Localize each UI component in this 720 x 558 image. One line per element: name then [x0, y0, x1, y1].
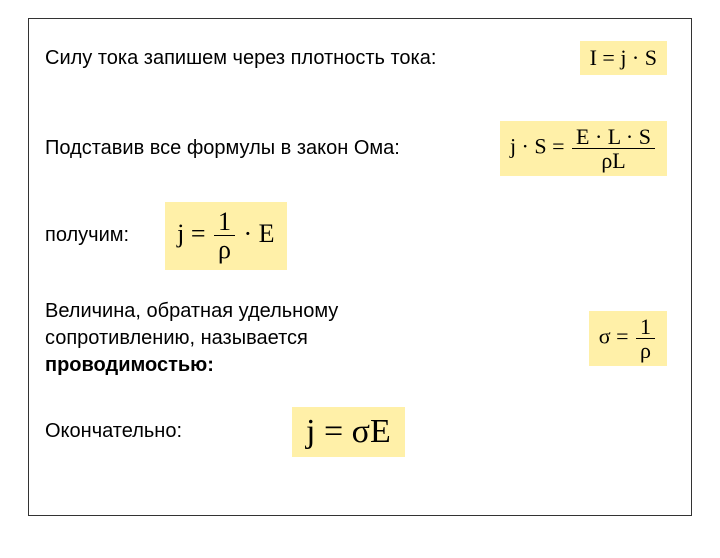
f3-tail: · E: [244, 219, 275, 248]
f5-lhs: j: [306, 413, 315, 450]
f1-rhs: j · S: [620, 45, 657, 70]
equals-sign: =: [616, 323, 634, 348]
f4-numerator: 1: [636, 315, 655, 339]
row-4: Величина, обратная удельному сопротивлен…: [45, 298, 675, 379]
formula-4: σ = 1 ρ: [589, 311, 667, 366]
f3-denominator: ρ: [214, 236, 235, 263]
text-line-1: Силу тока запишем через плотность тока:: [45, 45, 436, 72]
equals-sign: =: [324, 413, 352, 450]
f3-lhs: j: [177, 219, 184, 248]
row-1: Силу тока запишем через плотность тока: …: [45, 37, 675, 79]
formula-2: j · S = E · L · S ρL: [500, 121, 667, 176]
f4-denominator: ρ: [636, 339, 655, 362]
f2-denominator: ρL: [572, 149, 655, 172]
f2-lhs: j · S: [510, 134, 547, 159]
f1-lhs: I: [590, 45, 597, 70]
f3-fraction: 1 ρ: [214, 208, 235, 264]
f2-fraction: E · L · S ρL: [572, 125, 655, 172]
f2-numerator: E · L · S: [572, 125, 655, 149]
equals-sign: =: [552, 134, 570, 159]
content-frame: Силу тока запишем через плотность тока: …: [28, 18, 692, 516]
f3-numerator: 1: [214, 208, 235, 236]
row-2: Подставив все формулы в закон Ома: j · S…: [45, 121, 675, 176]
f4-fraction: 1 ρ: [636, 315, 655, 362]
text-line-4c: проводимостью:: [45, 354, 214, 376]
equals-sign: =: [191, 219, 212, 248]
text-line-3: получим:: [45, 222, 129, 249]
formula-5: j = σE: [292, 407, 405, 457]
equals-sign: =: [602, 45, 620, 70]
f5-rhs: σE: [352, 413, 391, 450]
text-line-5: Окончательно:: [45, 418, 182, 445]
formula-1: I = j · S: [580, 41, 667, 75]
text-line-4b: сопротивлению, называется: [45, 327, 308, 349]
row-3: получим: j = 1 ρ · E: [45, 202, 675, 270]
text-line-2: Подставив все формулы в закон Ома:: [45, 135, 400, 162]
formula-3: j = 1 ρ · E: [165, 202, 286, 270]
f4-lhs: σ: [599, 323, 611, 348]
text-paragraph-4: Величина, обратная удельному сопротивлен…: [45, 298, 338, 379]
text-line-4a: Величина, обратная удельному: [45, 300, 338, 322]
row-5: Окончательно: j = σE: [45, 407, 675, 457]
